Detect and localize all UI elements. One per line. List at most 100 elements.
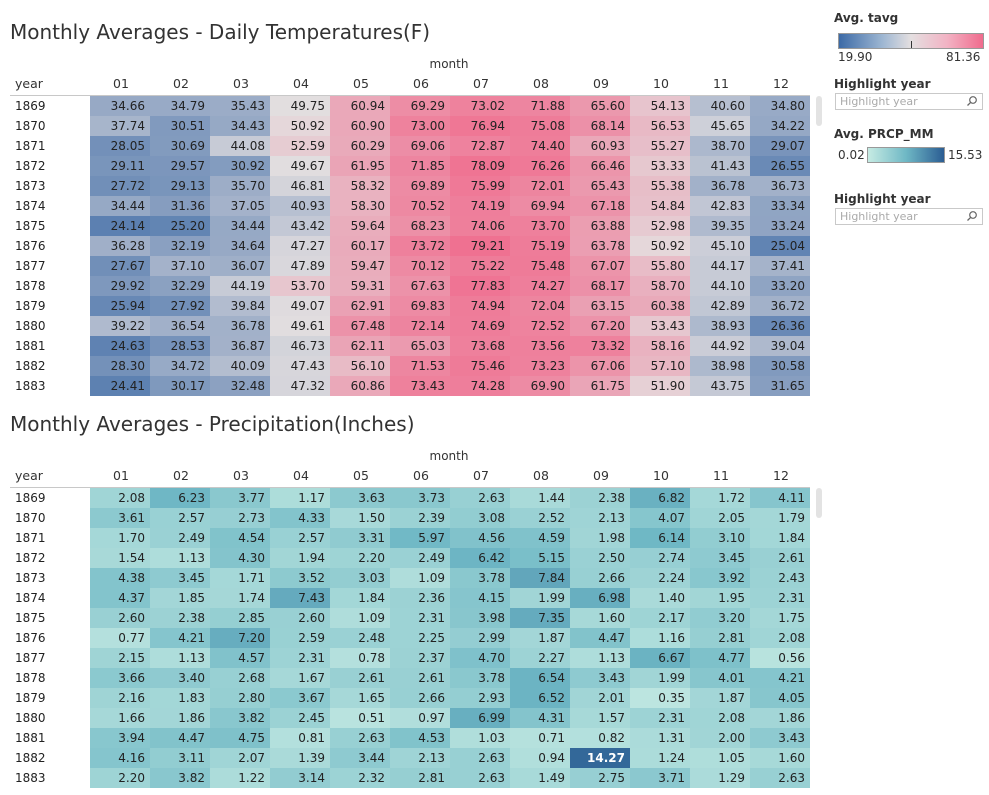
prcp-cell[interactable]: 0.82	[570, 728, 630, 748]
prcp-cell[interactable]: 2.59	[270, 628, 330, 648]
prcp-cell[interactable]: 3.08	[450, 508, 510, 528]
temp-cell[interactable]: 69.94	[510, 196, 570, 216]
temp-cell[interactable]: 36.73	[750, 176, 810, 196]
temp-cell[interactable]: 47.27	[270, 236, 330, 256]
temp-cell[interactable]: 67.18	[570, 196, 630, 216]
prcp-cell[interactable]: 3.52	[270, 568, 330, 588]
temp-cell[interactable]: 74.06	[450, 216, 510, 236]
temp-cell[interactable]: 59.47	[330, 256, 390, 276]
temp-cell[interactable]: 77.83	[450, 276, 510, 296]
prcp-cell[interactable]: 2.37	[390, 648, 450, 668]
temp-cell[interactable]: 37.74	[90, 116, 150, 136]
prcp-cell[interactable]: 0.51	[330, 708, 390, 728]
temp-cell[interactable]: 38.70	[690, 136, 750, 156]
temp-cell[interactable]: 45.10	[690, 236, 750, 256]
temp-cell[interactable]: 38.98	[690, 356, 750, 376]
prcp-cell[interactable]: 2.00	[690, 728, 750, 748]
prcp-cell[interactable]: 2.63	[450, 748, 510, 768]
prcp-cell[interactable]: 3.31	[330, 528, 390, 548]
highlight-year-input-1[interactable]: Highlight year	[835, 93, 983, 110]
temp-cell[interactable]: 49.07	[270, 296, 330, 316]
temp-cell[interactable]: 30.58	[750, 356, 810, 376]
temp-cell[interactable]: 49.61	[270, 316, 330, 336]
temp-cell[interactable]: 36.07	[210, 256, 270, 276]
prcp-cell[interactable]: 1.24	[630, 748, 690, 768]
prcp-cell[interactable]: 6.23	[150, 488, 210, 508]
temp-cell[interactable]: 71.88	[510, 96, 570, 116]
prcp-cell[interactable]: 1.03	[450, 728, 510, 748]
prcp-cell[interactable]: 6.82	[630, 488, 690, 508]
prcp-cell[interactable]: 6.67	[630, 648, 690, 668]
prcp-cell[interactable]: 2.36	[390, 588, 450, 608]
temp-cell[interactable]: 75.08	[510, 116, 570, 136]
temp-cell[interactable]: 61.95	[330, 156, 390, 176]
prcp-cell[interactable]: 2.05	[690, 508, 750, 528]
prcp-cell[interactable]: 2.31	[750, 588, 810, 608]
prcp-cell[interactable]: 1.72	[690, 488, 750, 508]
prcp-cell[interactable]: 1.87	[690, 688, 750, 708]
prcp-cell[interactable]: 3.98	[450, 608, 510, 628]
temp-cell[interactable]: 69.89	[390, 176, 450, 196]
prcp-cell[interactable]: 3.45	[690, 548, 750, 568]
temp-scrollbar[interactable]	[816, 96, 822, 126]
prcp-cell[interactable]: 4.33	[270, 508, 330, 528]
temp-cell[interactable]: 52.59	[270, 136, 330, 156]
search-icon[interactable]	[966, 210, 978, 222]
temp-cell[interactable]: 73.70	[510, 216, 570, 236]
temp-cell[interactable]: 28.05	[90, 136, 150, 156]
prcp-cell[interactable]: 3.14	[270, 768, 330, 788]
prcp-cell[interactable]: 3.92	[690, 568, 750, 588]
temp-cell[interactable]: 24.41	[90, 376, 150, 396]
prcp-cell[interactable]: 2.50	[570, 548, 630, 568]
temp-cell[interactable]: 40.09	[210, 356, 270, 376]
temp-cell[interactable]: 39.35	[690, 216, 750, 236]
prcp-cell[interactable]: 3.11	[150, 748, 210, 768]
temp-cell[interactable]: 34.64	[210, 236, 270, 256]
prcp-cell[interactable]: 1.67	[270, 668, 330, 688]
prcp-cell[interactable]: 2.93	[450, 688, 510, 708]
temp-cell[interactable]: 47.43	[270, 356, 330, 376]
prcp-cell[interactable]: 1.09	[330, 608, 390, 628]
temp-cell[interactable]: 59.31	[330, 276, 390, 296]
temp-cell[interactable]: 50.92	[630, 236, 690, 256]
temp-cell[interactable]: 57.10	[630, 356, 690, 376]
temp-cell[interactable]: 60.93	[570, 136, 630, 156]
temp-cell[interactable]: 70.52	[390, 196, 450, 216]
temp-cell[interactable]: 72.01	[510, 176, 570, 196]
prcp-cell[interactable]: 2.15	[90, 648, 150, 668]
temp-cell[interactable]: 72.04	[510, 296, 570, 316]
temp-cell[interactable]: 60.29	[330, 136, 390, 156]
prcp-cell[interactable]: 1.57	[570, 708, 630, 728]
prcp-cell[interactable]: 4.57	[210, 648, 270, 668]
prcp-cell[interactable]: 1.54	[90, 548, 150, 568]
temp-cell[interactable]: 39.04	[750, 336, 810, 356]
temp-cell[interactable]: 75.46	[450, 356, 510, 376]
temp-cell[interactable]: 74.40	[510, 136, 570, 156]
temp-cell[interactable]: 76.94	[450, 116, 510, 136]
prcp-cell[interactable]: 2.68	[210, 668, 270, 688]
temp-cell[interactable]: 49.75	[270, 96, 330, 116]
prcp-cell[interactable]: 0.94	[510, 748, 570, 768]
prcp-cell[interactable]: 2.27	[510, 648, 570, 668]
temp-cell[interactable]: 55.38	[630, 176, 690, 196]
prcp-cell[interactable]: 3.43	[750, 728, 810, 748]
temp-cell[interactable]: 34.44	[90, 196, 150, 216]
temp-cell[interactable]: 36.28	[90, 236, 150, 256]
temp-cell[interactable]: 54.13	[630, 96, 690, 116]
temp-cell[interactable]: 53.70	[270, 276, 330, 296]
temp-cell[interactable]: 55.80	[630, 256, 690, 276]
temp-cell[interactable]: 35.70	[210, 176, 270, 196]
prcp-cell[interactable]: 3.67	[270, 688, 330, 708]
prcp-cell[interactable]: 0.56	[750, 648, 810, 668]
temp-cell[interactable]: 27.72	[90, 176, 150, 196]
temp-cell[interactable]: 58.70	[630, 276, 690, 296]
temp-cell[interactable]: 68.23	[390, 216, 450, 236]
prcp-cell[interactable]: 6.98	[570, 588, 630, 608]
prcp-cell[interactable]: 4.21	[750, 668, 810, 688]
temp-cell[interactable]: 36.72	[750, 296, 810, 316]
temp-cell[interactable]: 28.53	[150, 336, 210, 356]
temp-cell[interactable]: 44.08	[210, 136, 270, 156]
temp-cell[interactable]: 52.98	[630, 216, 690, 236]
prcp-cell[interactable]: 1.13	[150, 548, 210, 568]
prcp-cell[interactable]: 2.52	[510, 508, 570, 528]
